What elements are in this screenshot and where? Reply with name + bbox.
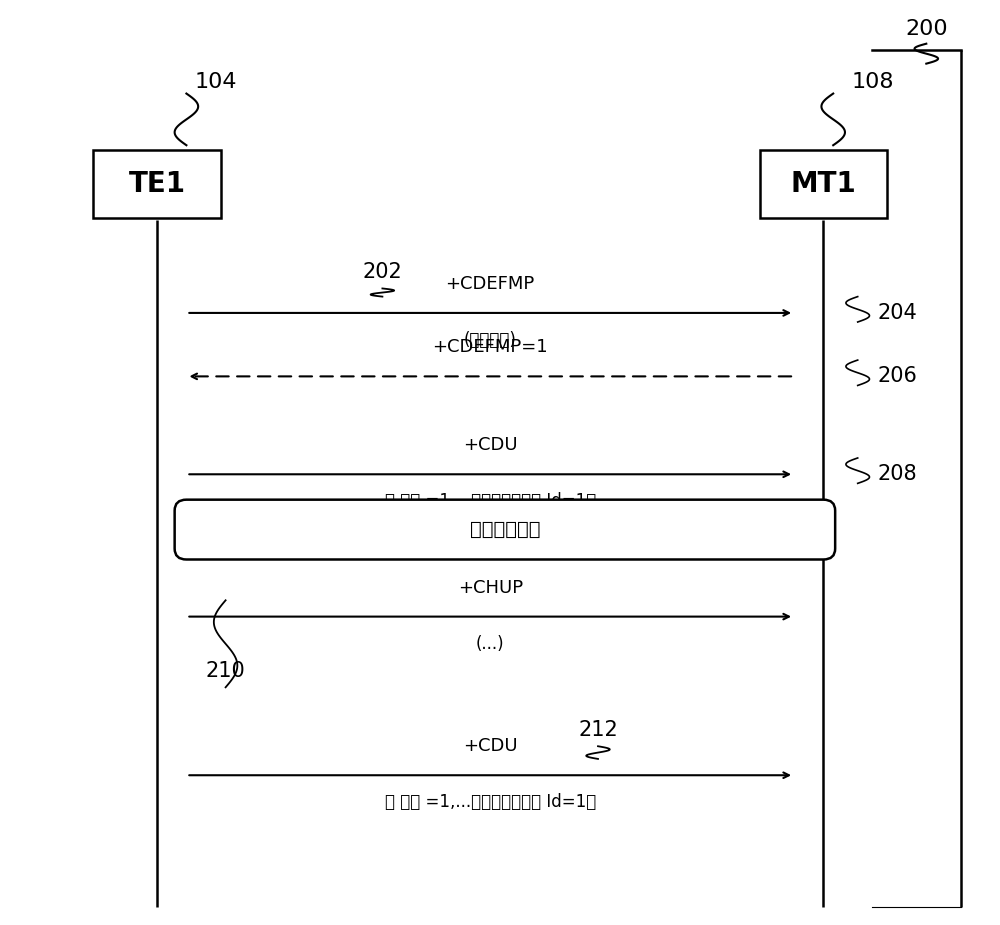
Text: (...): (...) xyxy=(476,635,505,653)
Text: MT1: MT1 xyxy=(791,170,856,198)
Text: 204: 204 xyxy=(877,302,917,323)
Text: 104: 104 xyxy=(195,72,237,92)
Text: 212: 212 xyxy=(578,720,618,740)
Text: (媒体描述): (媒体描述) xyxy=(464,331,517,349)
Text: TE1: TE1 xyxy=(128,170,186,198)
Text: 210: 210 xyxy=(206,661,245,681)
Text: 呼叫正在进行: 呼叫正在进行 xyxy=(470,520,540,539)
Text: 208: 208 xyxy=(877,464,917,485)
Text: 200: 200 xyxy=(905,19,948,39)
Text: （ 动作 =1,...，媒体描述简档 Id=1）: （ 动作 =1,...，媒体描述简档 Id=1） xyxy=(385,492,596,511)
Text: 206: 206 xyxy=(877,366,917,387)
FancyBboxPatch shape xyxy=(760,150,887,217)
Text: +CDU: +CDU xyxy=(463,437,518,454)
Text: +CDU: +CDU xyxy=(463,737,518,756)
Text: （ 动作 =1,...，媒体描述简档 Id=1）: （ 动作 =1,...，媒体描述简档 Id=1） xyxy=(385,794,596,811)
Text: +CDEFMP: +CDEFMP xyxy=(446,275,535,293)
FancyBboxPatch shape xyxy=(93,150,221,217)
Text: +CHUP: +CHUP xyxy=(458,579,523,597)
FancyBboxPatch shape xyxy=(175,500,835,560)
Text: 202: 202 xyxy=(363,262,402,282)
Text: +CDEFMP=1: +CDEFMP=1 xyxy=(432,339,548,356)
Text: 108: 108 xyxy=(851,72,894,92)
